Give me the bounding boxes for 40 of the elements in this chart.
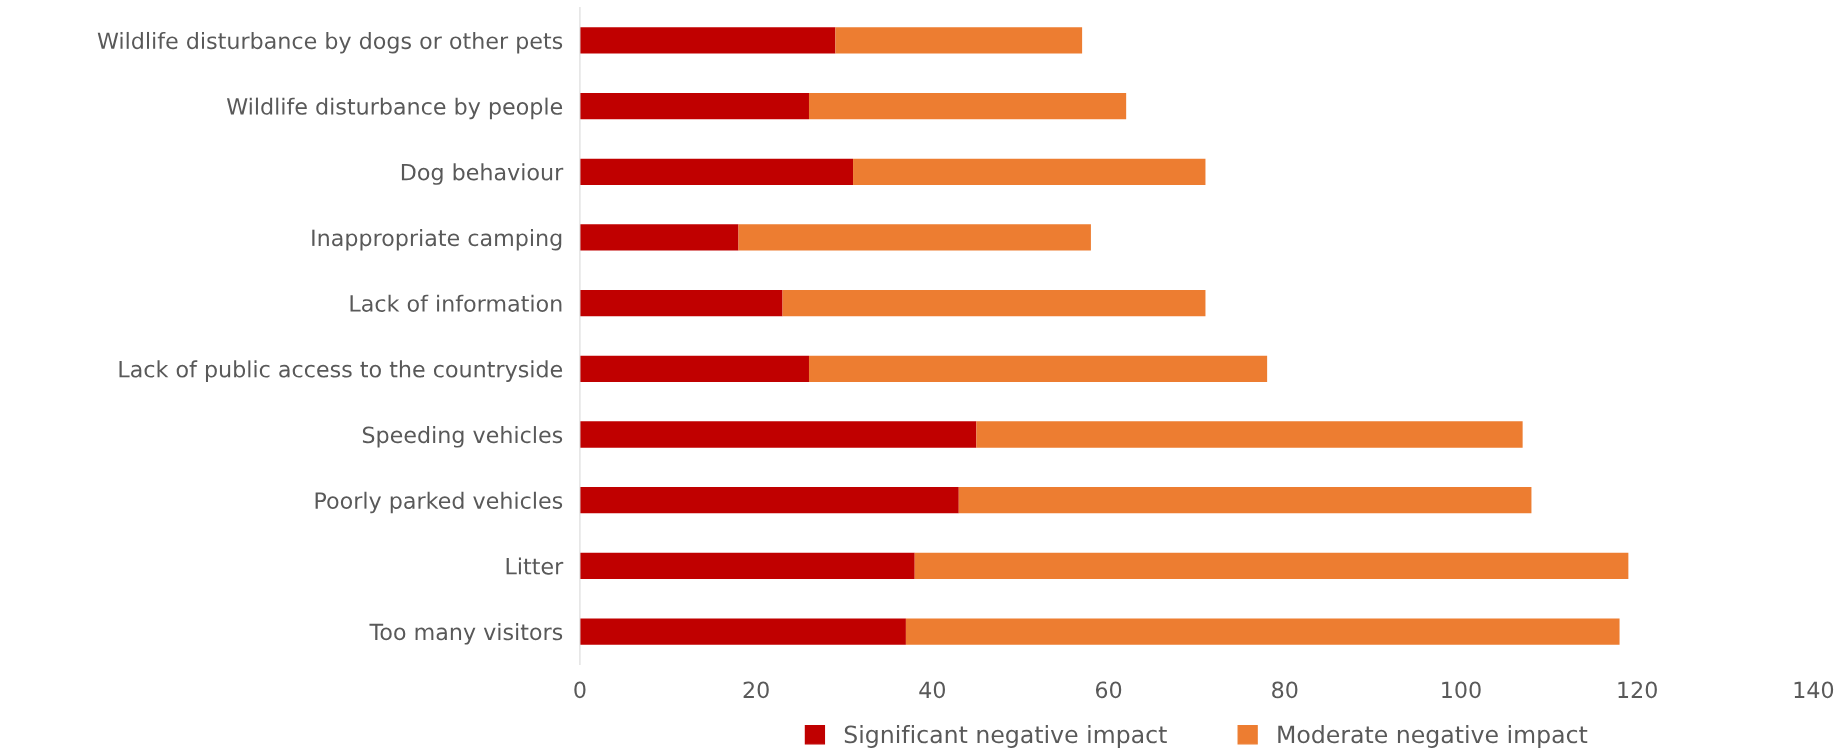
y-tick-label: Inappropriate camping bbox=[312, 229, 562, 251]
bar bbox=[579, 552, 915, 580]
y-tick-label: Wildlife disturbance by people bbox=[226, 97, 563, 120]
x-tick-label: 0 bbox=[574, 681, 586, 699]
bar bbox=[579, 92, 809, 120]
bar bbox=[579, 487, 959, 514]
bar bbox=[579, 27, 836, 54]
bar bbox=[808, 92, 1127, 120]
bar bbox=[958, 487, 1532, 514]
y-tick-label: Wildlife disturbance by dogs or other pets bbox=[97, 31, 563, 54]
bar bbox=[738, 224, 1091, 251]
y-tick-label: Litter bbox=[506, 557, 564, 575]
y-tick-label: Lack of information bbox=[350, 294, 562, 312]
bar bbox=[905, 618, 1620, 645]
x-tick-label: 60 bbox=[1095, 681, 1122, 699]
x-tick-label: 40 bbox=[919, 681, 945, 699]
bar bbox=[782, 290, 1206, 317]
y-tick-label: Dog behaviour bbox=[401, 163, 564, 185]
y-tick-label: Too many visitors bbox=[369, 623, 563, 645]
y-tick-label: Lack of public access to the countryside bbox=[119, 360, 563, 382]
y-tick-label: Speeding vehicles bbox=[362, 426, 563, 448]
x-tick-label: 120 bbox=[1618, 681, 1657, 699]
bar bbox=[976, 421, 1523, 448]
bar bbox=[579, 421, 977, 448]
legend-label: Moderate negative impact bbox=[1278, 725, 1588, 748]
bar bbox=[808, 355, 1268, 382]
bar bbox=[914, 552, 1629, 580]
x-tick-label: 140 bbox=[1794, 681, 1834, 699]
bar bbox=[579, 158, 854, 185]
bar bbox=[835, 27, 1083, 54]
legend-label: Significant negative impact bbox=[844, 725, 1167, 748]
x-tick-label: 20 bbox=[743, 681, 769, 699]
y-tick-label: Poorly parked vehicles bbox=[315, 491, 563, 514]
x-tick-label: 80 bbox=[1272, 681, 1298, 699]
bar bbox=[579, 618, 906, 645]
bar bbox=[579, 224, 739, 251]
x-tick-label: 100 bbox=[1442, 681, 1481, 699]
bar bbox=[579, 355, 809, 382]
bar bbox=[579, 290, 783, 317]
bar bbox=[853, 158, 1206, 185]
